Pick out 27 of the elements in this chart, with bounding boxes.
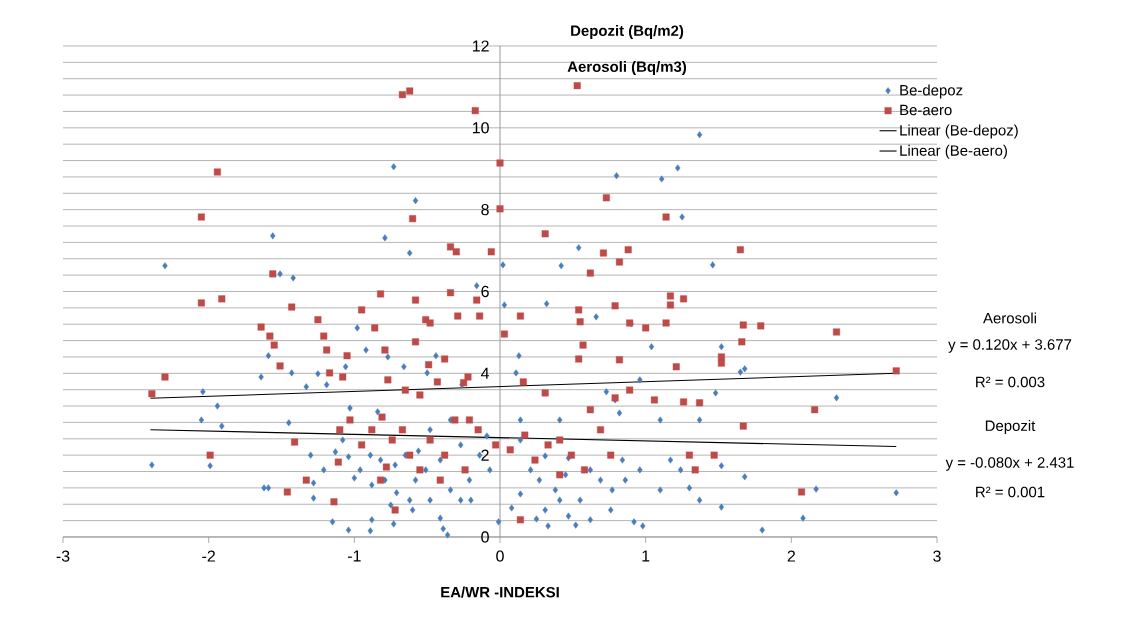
y-tick-label: 10 (472, 122, 489, 134)
x-tick-label: 2 (787, 550, 795, 562)
y-tick-label: 0 (481, 531, 489, 543)
x-tick-label: 0 (496, 550, 504, 562)
text: R² = 0.003 (976, 376, 1045, 388)
x-tick-label: -1 (347, 550, 361, 562)
y-tick-label: 8 (481, 204, 489, 216)
text: R² = 0.001 (976, 486, 1045, 498)
text: y = 0.120x + 3.677 (948, 339, 1072, 353)
y-tick-label: 4 (481, 367, 490, 379)
x-axis-title: EA/WR -INDEKSI (441, 586, 559, 598)
x-tick-label: -2 (202, 550, 215, 562)
legend-label: Linear (Be-aero) (900, 144, 1007, 159)
chart-title: Depozit (Bq/m2) (571, 25, 684, 39)
x-tick-label: 3 (933, 550, 941, 562)
y-tick-label: 6 (481, 285, 489, 298)
text: Aerosoli (983, 312, 1036, 324)
x-tick-label: 1 (642, 550, 650, 562)
x-tick-label: -3 (56, 550, 70, 562)
text: Depozit (985, 420, 1036, 434)
legend-label: Be-aero (900, 104, 952, 116)
text: y = -0.080x + 2.431 (945, 457, 1074, 471)
text: Aerosoli (Bq/m3) (567, 61, 687, 75)
y-tick-label: 12 (472, 40, 489, 52)
y-tick-label: 2 (481, 449, 489, 461)
legend-label: Be-depoz (900, 84, 963, 99)
legend-label: Linear (Be-depoz) (900, 124, 1018, 139)
